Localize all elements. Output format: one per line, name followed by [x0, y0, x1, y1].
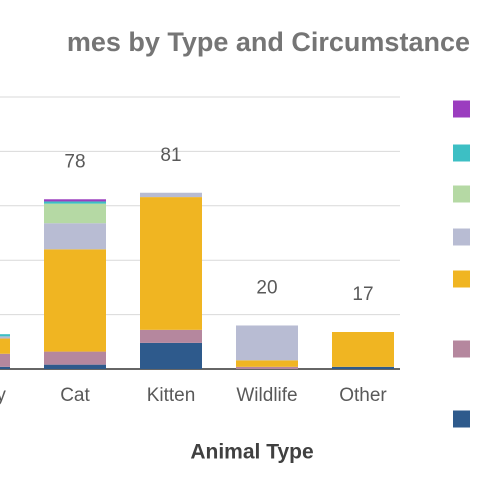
legend-swatch: [453, 270, 470, 288]
legend-swatch: [453, 185, 470, 203]
legend-swatch: [453, 340, 470, 358]
x-tick-label: Wildlife: [236, 385, 297, 406]
bar-segment: [332, 332, 394, 367]
legend-swatch: [453, 228, 470, 246]
x-tick-label: Other: [339, 385, 387, 406]
bar-segment: [0, 336, 10, 339]
legend-swatch: [453, 100, 470, 118]
total-label: 17: [352, 284, 373, 305]
bar-segment: [44, 223, 106, 250]
bar-segment: [0, 353, 10, 367]
x-tick-label: Kitten: [147, 385, 196, 406]
bar-segment: [140, 342, 202, 369]
bar-segment: [236, 366, 298, 369]
bar-segment: [332, 366, 394, 369]
bar-segment: [44, 201, 106, 204]
total-label: 20: [256, 277, 277, 298]
bar-segment: [140, 192, 202, 198]
bar-segment: [44, 203, 106, 224]
bar-segment: [140, 329, 202, 343]
legend-swatch: [453, 410, 470, 428]
bar-segment: [0, 338, 10, 354]
bar-segment: [0, 366, 10, 369]
legend-swatch: [453, 144, 470, 162]
x-tick-label: Cat: [60, 385, 90, 406]
bar-segment: [236, 360, 298, 367]
x-axis-title: Animal Type: [190, 441, 313, 464]
bar-segment: [44, 364, 106, 369]
bar-segment: [140, 197, 202, 330]
x-tick-label: Puppy: [0, 385, 6, 406]
bar-segment: [236, 325, 298, 361]
total-label: 81: [160, 145, 181, 166]
bar-segment: [44, 199, 106, 202]
bar-segment: [44, 249, 106, 352]
bar-segment: [0, 334, 10, 337]
chart-title: mes by Type and Circumstance: [67, 27, 470, 57]
bar-segment: [44, 351, 106, 365]
total-label: 78: [64, 151, 85, 172]
